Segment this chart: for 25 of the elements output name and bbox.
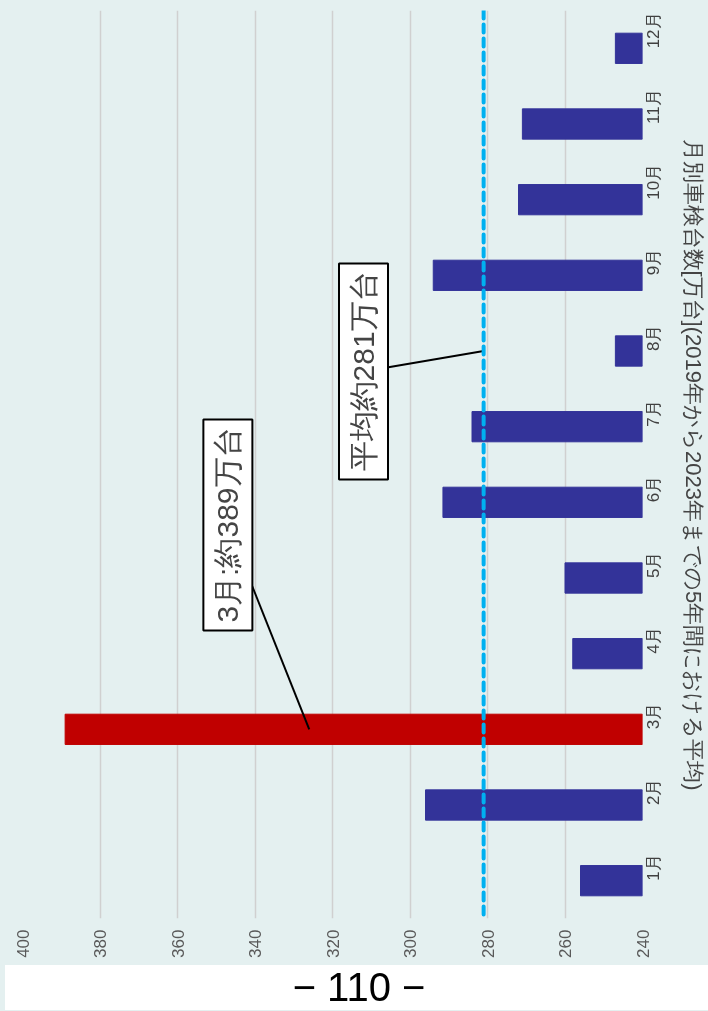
y-axis-title: 月別車検台数[万台](2019年から2023年までの5年間における平均) <box>680 138 706 791</box>
x-tick-label: 380 <box>91 929 110 958</box>
y-tick-label: 7月 <box>644 400 663 427</box>
x-tick-label: 300 <box>401 929 420 958</box>
x-tick-label: 340 <box>246 929 265 958</box>
y-tick-label: 9月 <box>644 248 663 276</box>
y-tick-label: 5月 <box>644 551 663 578</box>
y-tick-label: 8月 <box>644 324 663 351</box>
text: − 110 − <box>292 965 426 1010</box>
y-tick-label: 11月 <box>644 89 663 124</box>
y-tick-label: 6月 <box>644 475 663 503</box>
annotation: 平均約281万台 <box>347 271 380 472</box>
annotation: 3月:約389万台 <box>211 427 245 623</box>
x-tick-label: 260 <box>556 929 575 958</box>
y-tick-label: 10月 <box>644 163 663 200</box>
y-tick-label: 1月 <box>644 854 663 881</box>
x-tick-label: 320 <box>323 929 343 958</box>
y-tick-label: 12月 <box>644 12 663 49</box>
x-tick-label: 360 <box>168 929 188 958</box>
y-tick-label: 2月 <box>644 778 663 805</box>
y-tick-label: 4月 <box>644 627 663 654</box>
x-tick-label: 240 <box>633 929 653 958</box>
y-tick-label: 3月 <box>644 702 663 730</box>
x-tick-label: 280 <box>478 929 498 958</box>
x-tick-label: 400 <box>13 929 33 958</box>
